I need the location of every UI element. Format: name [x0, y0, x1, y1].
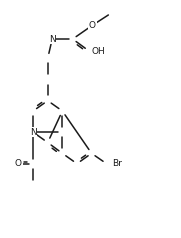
- Text: N: N: [49, 35, 56, 44]
- Text: OH: OH: [91, 47, 105, 56]
- Text: O: O: [89, 21, 96, 30]
- Text: Br: Br: [112, 159, 122, 168]
- Text: O: O: [15, 159, 22, 168]
- Text: N: N: [30, 128, 37, 137]
